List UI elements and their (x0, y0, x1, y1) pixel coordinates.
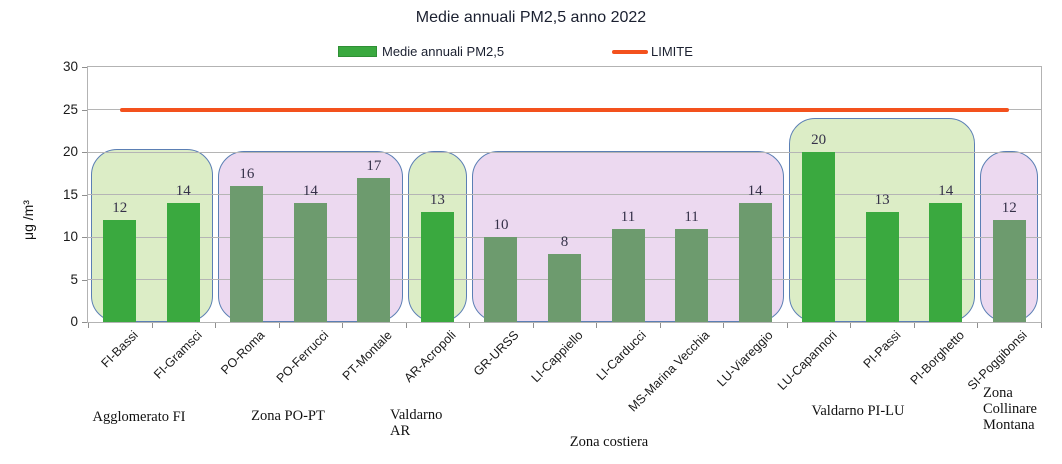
value-label-pt-montale: 17 (366, 157, 382, 174)
bar-po-roma (230, 186, 264, 322)
value-label-pi-borghetto: 14 (938, 183, 954, 199)
value-label-ar-acropoli: 13 (429, 191, 445, 208)
zone-label-zona-costiera: Zona costiera (569, 434, 649, 450)
x-tick (278, 323, 280, 328)
bar-pt-montale (357, 177, 391, 322)
limit-line (119, 107, 1010, 112)
y-tick-label: 5 (70, 271, 78, 287)
y-tick-label: 0 (70, 314, 78, 329)
x-tick (913, 323, 915, 328)
value-label-ms-marina-vecchia: 11 (684, 208, 699, 225)
x-tick (1041, 323, 1042, 328)
y-tick-label: 30 (62, 59, 78, 74)
x-tick (723, 323, 725, 328)
y-tick-label: 20 (62, 144, 78, 159)
x-tick (850, 323, 852, 328)
x-tick (977, 323, 979, 328)
x-tick (786, 323, 788, 328)
x-tick (659, 323, 661, 328)
y-tick (82, 109, 87, 111)
value-label-li-cappiello: 8 (560, 234, 569, 250)
x-tick (405, 323, 407, 328)
x-tick (151, 323, 153, 328)
x-tick (532, 323, 534, 328)
bar-si-poggibonsi (992, 220, 1026, 322)
gridline-10 (88, 236, 1041, 238)
legend-limit-label: LIMITE (651, 44, 693, 59)
value-label-pi-passi: 13 (874, 191, 890, 208)
value-label-fi-gramsci: 14 (175, 183, 191, 199)
bar-pi-passi (865, 211, 899, 322)
bar-pi-borghetto (929, 203, 963, 322)
zone-label-valdarno: Valdarno AR (390, 407, 443, 440)
y-tick (82, 322, 87, 323)
chart-title: Medie annuali PM2,5 anno 2022 (415, 9, 647, 26)
value-label-po-roma: 16 (239, 166, 255, 182)
legend-series-label: Medie annuali PM2,5 (382, 44, 505, 59)
value-label-gr-urss: 10 (493, 217, 509, 233)
y-tick (82, 152, 87, 153)
zone-label-valdarno-pi-lu: Valdarno PI-LU (811, 403, 905, 419)
x-tick (88, 323, 89, 328)
legend-line-swatch (612, 50, 648, 54)
zone-label-agglomerato-fi: Agglomerato FI (92, 409, 186, 425)
legend-bar-swatch (338, 46, 377, 57)
bar-po-ferrucci (293, 203, 327, 322)
bar-ms-marina-vecchia (675, 228, 709, 322)
value-label-lu-viareggio: 14 (747, 183, 763, 199)
y-tick (82, 194, 87, 196)
value-label-fi-bassi: 12 (112, 200, 128, 216)
bar-li-carducci (611, 228, 645, 322)
bar-li-cappiello (547, 254, 581, 322)
x-tick (596, 323, 598, 328)
bar-gr-urss (484, 237, 518, 322)
y-tick-label: 10 (62, 229, 78, 244)
bar-fi-gramsci (166, 203, 200, 322)
x-tick (469, 323, 471, 328)
y-tick-label: 15 (62, 186, 78, 202)
gridline-20 (88, 151, 1041, 153)
value-label-lu-capannori: 20 (811, 132, 827, 148)
zone-label-zona: Zona Collinare Montana (983, 385, 1037, 434)
x-tick (342, 323, 344, 328)
bar-fi-bassi (103, 220, 137, 322)
zone-label-zona-po-pt: Zona PO-PT (251, 408, 325, 424)
value-label-si-poggibonsi: 12 (1001, 200, 1017, 216)
value-label-li-carducci: 11 (620, 208, 636, 225)
bar-ar-acropoli (420, 211, 454, 322)
y-tick-label: 25 (62, 101, 78, 117)
x-tick (215, 323, 217, 328)
y-tick (82, 237, 87, 238)
value-label-po-ferrucci: 14 (302, 183, 318, 199)
plot-area: 12 14 16 14 17 13 10 8 11 11 14 20 13 14 12 (87, 66, 1042, 323)
bar-lu-capannori (802, 152, 836, 322)
gridline-15 (88, 194, 1041, 195)
y-tick (82, 279, 87, 281)
y-tick (82, 67, 87, 68)
bar-lu-viareggio (738, 203, 772, 322)
